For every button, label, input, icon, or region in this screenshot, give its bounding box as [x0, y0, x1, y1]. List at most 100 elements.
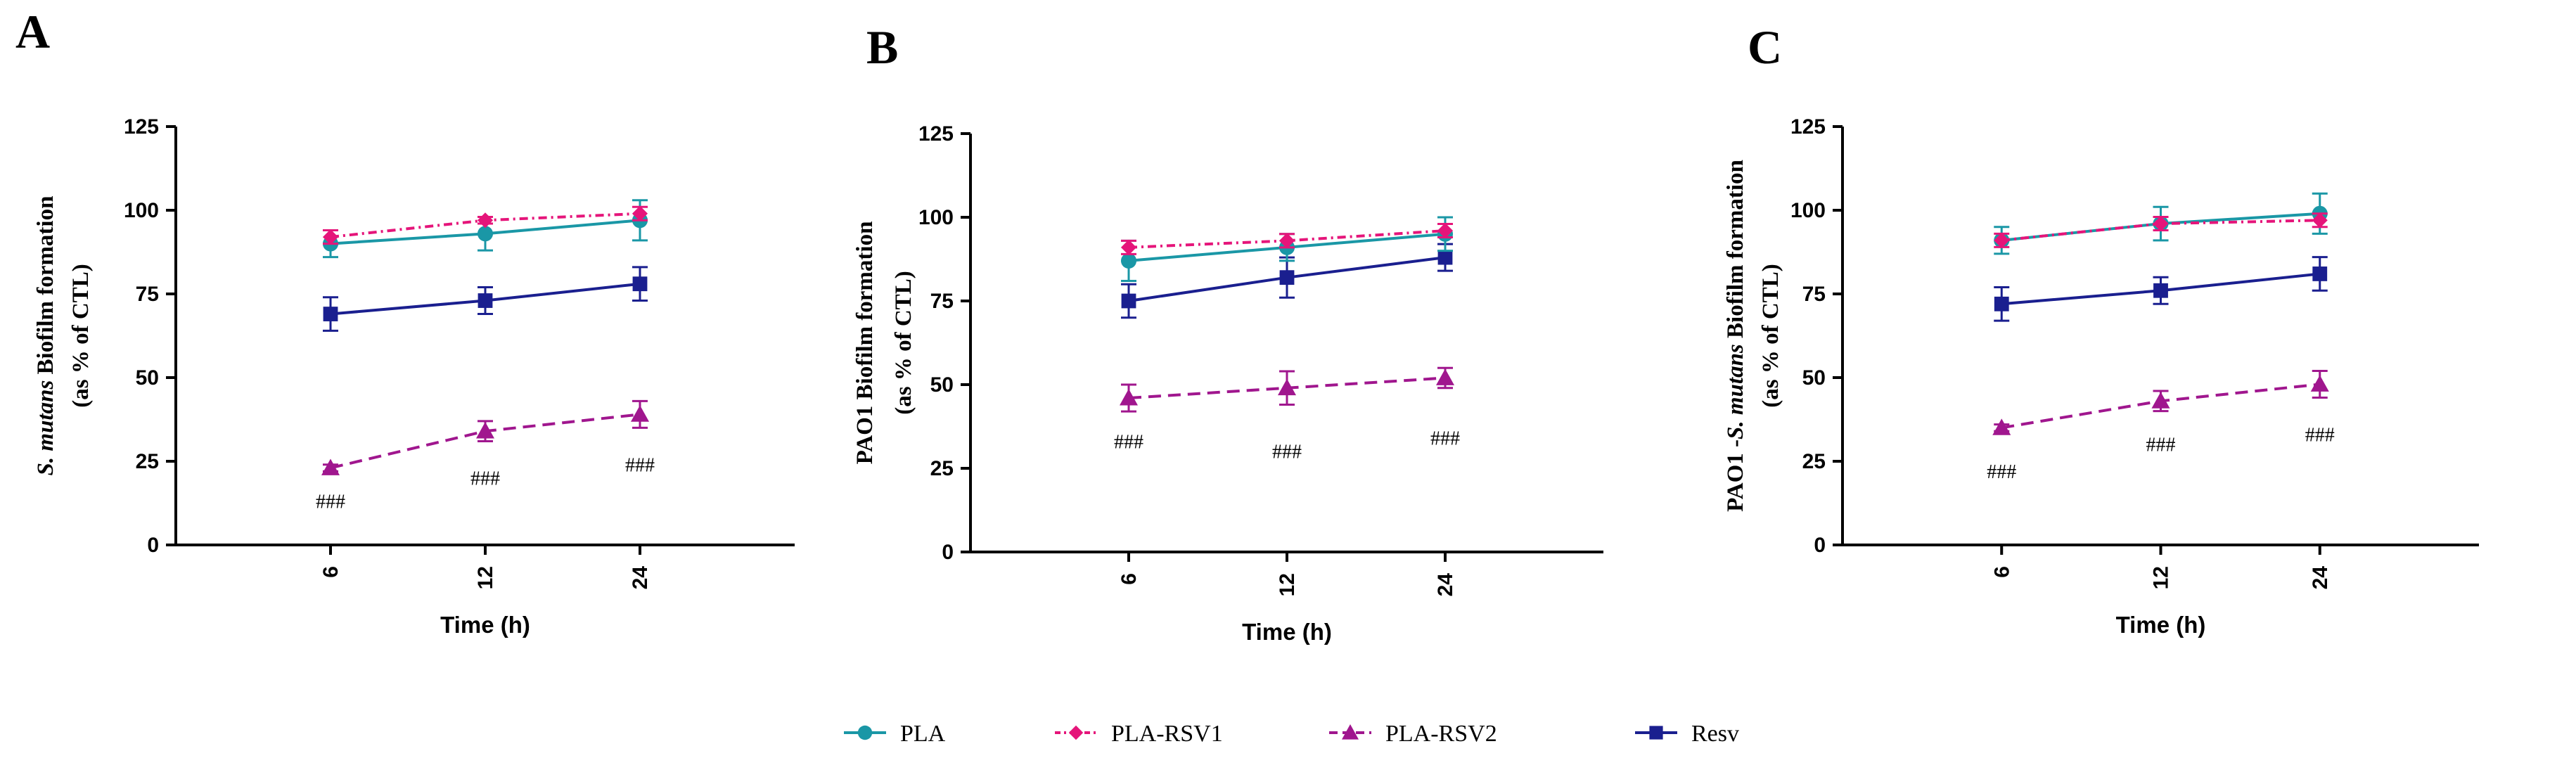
- data-point: [322, 229, 339, 245]
- y-axis-title-line2: (as % of CTL): [1758, 264, 1783, 407]
- y-tick-label: 50: [136, 366, 159, 390]
- y-tick-label: 25: [930, 457, 954, 480]
- series-pla-rsv2: [1992, 369, 2329, 435]
- legend-label: PLA-RSV1: [1111, 721, 1223, 747]
- legend-marker: [1649, 726, 1663, 740]
- data-point: [323, 307, 338, 321]
- y-tick-label: 75: [930, 290, 954, 313]
- data-point: [1437, 222, 1454, 239]
- y-tick-label: 0: [147, 534, 159, 557]
- data-point: [2153, 215, 2169, 232]
- y-tick-label: 0: [942, 541, 954, 564]
- significance-annotation: ###: [625, 454, 655, 476]
- data-point: [478, 293, 493, 308]
- data-point: [1436, 368, 1454, 385]
- legend-label: PLA-RSV2: [1385, 721, 1497, 747]
- legend-item: PLA-RSV1: [1055, 721, 1223, 747]
- significance-annotation: ###: [1114, 431, 1143, 453]
- y-tick-label: 50: [1802, 366, 1826, 390]
- data-point: [1120, 239, 1137, 255]
- x-tick-label: 6: [1117, 573, 1141, 585]
- legend-label: Resv: [1691, 721, 1739, 747]
- y-tick-label: 125: [124, 115, 159, 139]
- x-tick-label: 6: [1990, 566, 2013, 578]
- series-pla-rsv2: [321, 399, 649, 475]
- data-point: [477, 212, 494, 229]
- x-tick-label: 12: [2150, 566, 2173, 589]
- significance-annotation: ###: [1987, 461, 2016, 483]
- series-resv: [1994, 256, 2328, 322]
- data-point: [631, 405, 649, 422]
- x-axis-title: Time (h): [1242, 619, 1332, 645]
- y-tick-label: 100: [918, 206, 954, 229]
- data-point: [1278, 378, 1296, 396]
- y-axis-title: PAO1 Biofilm formation: [852, 221, 878, 465]
- series-pla-rsv1: [1994, 212, 2328, 248]
- y-tick-label: 100: [1790, 199, 1826, 222]
- y-axis-title: S. mutans Biofilm formation: [33, 196, 58, 476]
- panel-letter: B: [866, 20, 898, 74]
- significance-annotation: ###: [2305, 424, 2335, 446]
- y-axis-title-line2: (as % of CTL): [68, 264, 94, 407]
- x-tick-label: 24: [1434, 573, 1457, 597]
- data-point: [1120, 389, 1138, 406]
- legend-item: PLA: [844, 721, 946, 747]
- x-tick-label: 24: [629, 566, 652, 590]
- legend-label: PLA: [900, 721, 946, 747]
- data-point: [2312, 266, 2328, 281]
- data-point: [321, 458, 340, 475]
- significance-annotation: ###: [1430, 428, 1460, 450]
- data-point: [1279, 270, 1295, 285]
- y-tick-label: 100: [124, 199, 159, 222]
- data-point: [2153, 283, 2168, 298]
- data-point: [1121, 293, 1136, 309]
- y-tick-label: 75: [1802, 283, 1826, 306]
- y-tick-label: 125: [1790, 115, 1826, 139]
- legend: PLA PLA-RSV1 PLA-RSV2 Resv: [844, 721, 1739, 747]
- series-pla-rsv1: [322, 205, 648, 245]
- x-tick-label: 6: [319, 566, 342, 578]
- panel-letter: C: [1748, 20, 1782, 74]
- y-axis-title-line2: (as % of CTL): [891, 271, 916, 414]
- panel-c: C 0 25 50 75 100 125 6 12 24 Time (h) PAO1 -S. muta…: [1723, 20, 2479, 638]
- data-point: [632, 276, 648, 292]
- series-pla-rsv1: [1120, 222, 1454, 255]
- y-tick-label: 50: [930, 373, 954, 397]
- y-tick-label: 75: [136, 283, 159, 306]
- x-tick-label: 12: [474, 566, 497, 589]
- y-tick-label: 25: [1802, 450, 1826, 473]
- series-resv: [323, 266, 648, 332]
- x-axis-title: Time (h): [2116, 612, 2206, 638]
- significance-annotation: ###: [1272, 442, 1302, 463]
- data-point: [632, 205, 648, 221]
- series-pla: [322, 199, 648, 259]
- panel-b: B 0 25 50 75 100 125 6 12 24 Time (h) PAO1 Biofilm …: [852, 20, 1603, 645]
- data-point: [1120, 252, 1137, 269]
- x-tick-label: 12: [1276, 573, 1299, 596]
- series-pla-rsv2: [1120, 366, 1454, 413]
- y-tick-label: 125: [918, 122, 954, 146]
- legend-item: Resv: [1635, 721, 1739, 747]
- data-point: [1994, 296, 2009, 311]
- legend-marker: [1342, 724, 1359, 740]
- panel-a: A 0 25 50 75 100 125 6 12 24 Time (h) S. mutans Bio…: [15, 5, 795, 638]
- significance-annotation: ###: [2146, 435, 2176, 456]
- data-point: [477, 226, 494, 242]
- panel-letter: A: [15, 5, 50, 58]
- legend-marker: [1068, 725, 1084, 740]
- data-point: [2310, 375, 2329, 392]
- x-tick-label: 24: [2309, 566, 2332, 590]
- data-point: [1279, 233, 1295, 249]
- significance-annotation: ###: [470, 468, 500, 489]
- y-tick-label: 0: [1814, 534, 1826, 557]
- data-point: [1994, 232, 2010, 248]
- significance-annotation: ###: [316, 492, 345, 513]
- data-point: [1437, 250, 1453, 265]
- data-point: [1992, 418, 2011, 435]
- data-point: [476, 422, 494, 439]
- data-point: [2151, 392, 2170, 409]
- data-point: [2312, 212, 2328, 229]
- y-axis-title: PAO1 -S. mutans Biofilm formation: [1723, 160, 1748, 512]
- y-tick-label: 25: [136, 450, 159, 473]
